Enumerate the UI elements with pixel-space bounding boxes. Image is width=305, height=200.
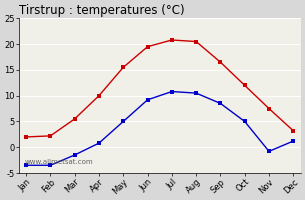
Text: Tirstrup : temperatures (°C): Tirstrup : temperatures (°C) (19, 4, 185, 17)
Text: www.allmetsat.com: www.allmetsat.com (24, 159, 93, 165)
